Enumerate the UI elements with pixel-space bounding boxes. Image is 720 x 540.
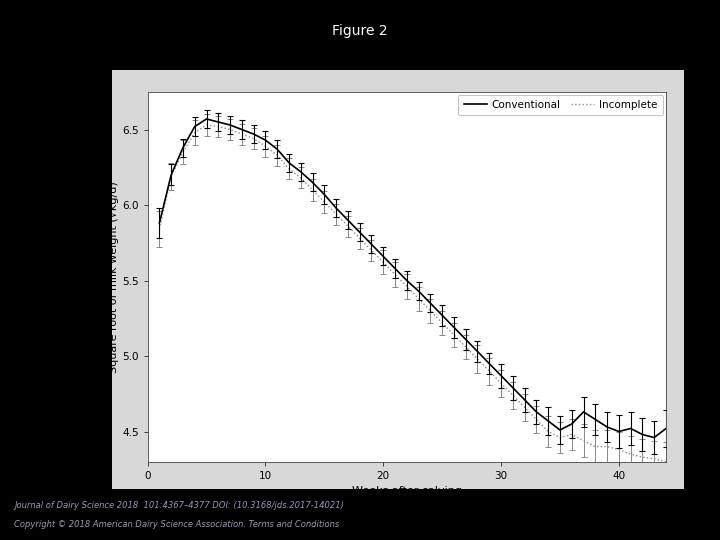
Conventional	[190, 123, 199, 130]
Incomplete	[155, 226, 163, 232]
Conventional	[308, 179, 317, 186]
Incomplete	[556, 434, 564, 441]
X-axis label: Weeks after calving: Weeks after calving	[352, 487, 462, 496]
Conventional	[497, 373, 505, 379]
Incomplete	[438, 320, 446, 326]
Conventional	[367, 241, 376, 247]
Incomplete	[449, 332, 458, 338]
Text: Figure 2: Figure 2	[332, 24, 388, 38]
Conventional	[261, 137, 270, 143]
Incomplete	[226, 126, 235, 133]
Conventional	[167, 172, 176, 178]
Conventional	[449, 324, 458, 330]
Incomplete	[473, 356, 482, 362]
Incomplete	[414, 295, 423, 302]
Incomplete	[462, 344, 470, 350]
Incomplete	[426, 307, 435, 314]
Conventional	[521, 396, 529, 403]
Conventional	[544, 418, 552, 424]
Conventional	[556, 427, 564, 433]
Incomplete	[190, 129, 199, 136]
Conventional	[202, 116, 211, 122]
Conventional	[567, 421, 576, 427]
Incomplete	[343, 223, 352, 230]
Conventional	[214, 119, 222, 125]
Line: Incomplete: Incomplete	[159, 125, 666, 462]
Conventional	[662, 425, 670, 431]
Conventional	[603, 424, 611, 430]
Incomplete	[320, 199, 328, 205]
Incomplete	[508, 392, 517, 399]
Conventional	[638, 431, 647, 438]
Incomplete	[284, 166, 293, 172]
Conventional	[155, 220, 163, 226]
Text: Copyright © 2018 American Dairy Science Association. Terms and Conditions: Copyright © 2018 American Dairy Science …	[14, 520, 340, 529]
Conventional	[426, 300, 435, 306]
Conventional	[650, 434, 659, 441]
Incomplete	[615, 447, 624, 453]
Conventional	[238, 126, 246, 133]
Conventional	[615, 428, 624, 435]
Incomplete	[367, 247, 376, 254]
Incomplete	[273, 152, 282, 158]
Incomplete	[662, 458, 670, 465]
Incomplete	[402, 284, 411, 290]
Conventional	[343, 217, 352, 224]
Incomplete	[650, 455, 659, 462]
Incomplete	[626, 451, 635, 457]
Incomplete	[297, 174, 305, 181]
Conventional	[626, 425, 635, 431]
Incomplete	[603, 443, 611, 450]
Conventional	[591, 416, 600, 423]
Conventional	[320, 191, 328, 198]
Conventional	[249, 131, 258, 137]
Conventional	[297, 168, 305, 175]
Conventional	[284, 159, 293, 166]
Conventional	[532, 409, 541, 415]
Incomplete	[579, 437, 588, 444]
Incomplete	[485, 368, 494, 374]
Incomplete	[214, 123, 222, 130]
Incomplete	[356, 235, 364, 241]
Incomplete	[497, 380, 505, 387]
Incomplete	[638, 454, 647, 461]
Incomplete	[308, 187, 317, 193]
Conventional	[273, 146, 282, 152]
Conventional	[579, 409, 588, 415]
Incomplete	[249, 136, 258, 142]
Incomplete	[591, 443, 600, 450]
Conventional	[438, 312, 446, 319]
Conventional	[179, 144, 187, 151]
Incomplete	[261, 143, 270, 150]
Conventional	[402, 277, 411, 284]
Y-axis label: Square root of milk weight (√kg/d): Square root of milk weight (√kg/d)	[108, 181, 120, 373]
Incomplete	[532, 416, 541, 423]
Incomplete	[567, 431, 576, 438]
Conventional	[485, 360, 494, 367]
Legend: Conventional, Incomplete: Conventional, Incomplete	[459, 95, 663, 116]
Conventional	[226, 122, 235, 129]
Incomplete	[391, 271, 400, 278]
Incomplete	[202, 122, 211, 129]
Text: Journal of Dairy Science 2018  101:4367–4377 DOI: (10.3168/jds.2017-14021): Journal of Dairy Science 2018 101:4367–4…	[14, 501, 344, 510]
Incomplete	[238, 131, 246, 137]
Conventional	[332, 205, 341, 211]
Conventional	[379, 253, 387, 260]
Conventional	[508, 384, 517, 391]
Conventional	[462, 336, 470, 343]
Conventional	[414, 288, 423, 294]
Conventional	[356, 229, 364, 235]
Incomplete	[179, 149, 187, 156]
Conventional	[473, 348, 482, 355]
Conventional	[391, 265, 400, 272]
Incomplete	[521, 404, 529, 410]
Incomplete	[167, 173, 176, 180]
Incomplete	[544, 428, 552, 435]
Incomplete	[379, 259, 387, 266]
Line: Conventional: Conventional	[159, 119, 666, 437]
Incomplete	[332, 211, 341, 217]
